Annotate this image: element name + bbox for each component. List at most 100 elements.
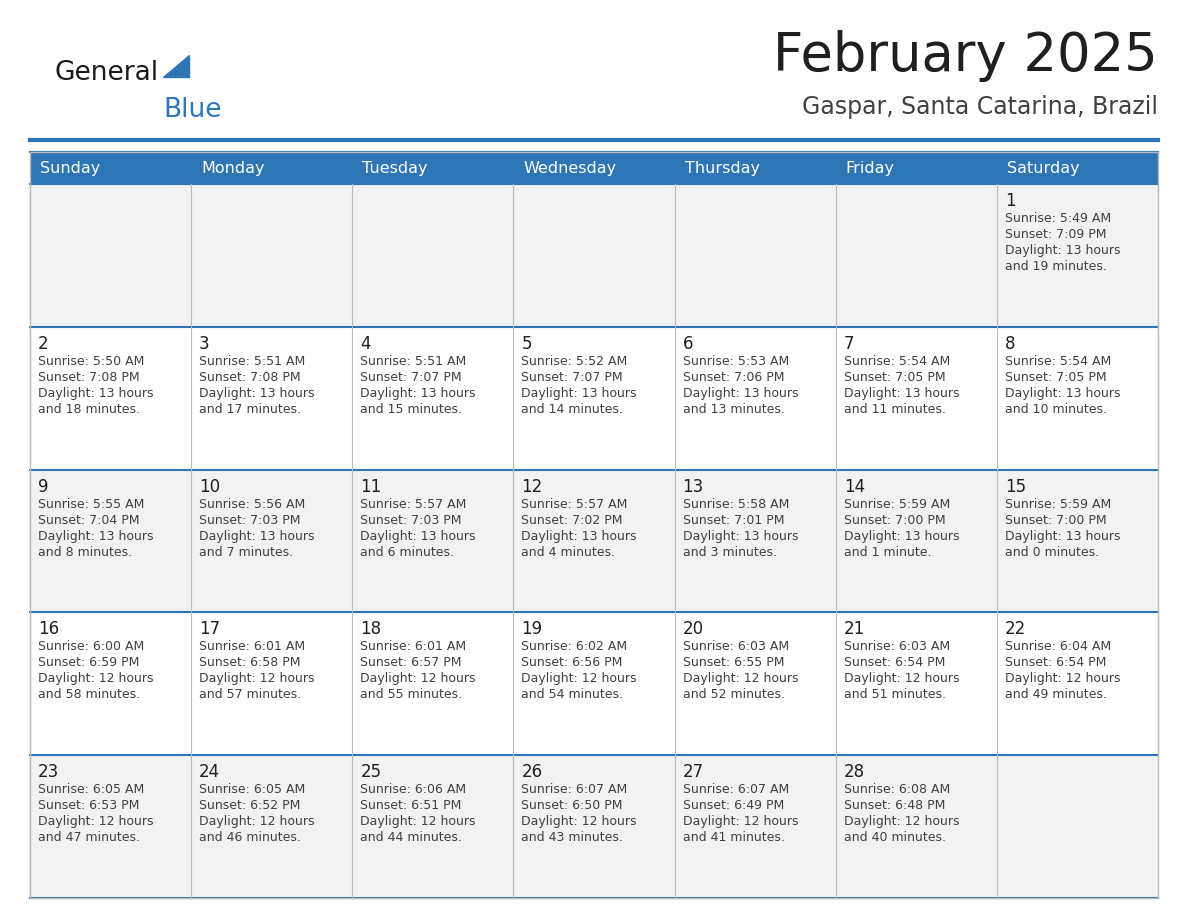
Text: Sunset: 6:54 PM: Sunset: 6:54 PM bbox=[843, 656, 946, 669]
Bar bbox=[835, 756, 997, 898]
Text: Sunrise: 6:06 AM: Sunrise: 6:06 AM bbox=[360, 783, 467, 796]
Text: Sunset: 7:00 PM: Sunset: 7:00 PM bbox=[1005, 513, 1106, 527]
Text: and 11 minutes.: and 11 minutes. bbox=[843, 403, 946, 416]
Text: Sunset: 6:58 PM: Sunset: 6:58 PM bbox=[200, 656, 301, 669]
Text: and 58 minutes.: and 58 minutes. bbox=[38, 688, 140, 701]
Text: Thursday: Thursday bbox=[684, 161, 759, 175]
Bar bbox=[191, 612, 353, 756]
Bar bbox=[191, 184, 353, 327]
Text: and 3 minutes.: and 3 minutes. bbox=[683, 545, 777, 558]
Text: Sunset: 6:56 PM: Sunset: 6:56 PM bbox=[522, 656, 623, 669]
Text: Sunset: 6:57 PM: Sunset: 6:57 PM bbox=[360, 656, 462, 669]
Text: and 41 minutes.: and 41 minutes. bbox=[683, 831, 784, 845]
Text: Sunrise: 5:59 AM: Sunrise: 5:59 AM bbox=[1005, 498, 1111, 510]
Bar bbox=[353, 612, 513, 756]
Text: Sunset: 7:05 PM: Sunset: 7:05 PM bbox=[843, 371, 946, 384]
Bar bbox=[353, 756, 513, 898]
Text: Sunset: 6:52 PM: Sunset: 6:52 PM bbox=[200, 800, 301, 812]
Text: Daylight: 13 hours: Daylight: 13 hours bbox=[200, 386, 315, 400]
Bar bbox=[835, 470, 997, 612]
Text: 3: 3 bbox=[200, 335, 210, 353]
Text: Daylight: 13 hours: Daylight: 13 hours bbox=[38, 386, 153, 400]
Text: and 4 minutes.: and 4 minutes. bbox=[522, 545, 615, 558]
Bar bbox=[997, 327, 1158, 470]
Text: Daylight: 12 hours: Daylight: 12 hours bbox=[522, 672, 637, 686]
Bar bbox=[513, 756, 675, 898]
Bar bbox=[30, 152, 1158, 184]
Bar bbox=[30, 470, 191, 612]
Text: Sunrise: 6:05 AM: Sunrise: 6:05 AM bbox=[38, 783, 144, 796]
Bar bbox=[513, 612, 675, 756]
Text: Sunrise: 5:51 AM: Sunrise: 5:51 AM bbox=[200, 354, 305, 368]
Text: Daylight: 12 hours: Daylight: 12 hours bbox=[38, 672, 153, 686]
Text: Sunset: 6:53 PM: Sunset: 6:53 PM bbox=[38, 800, 139, 812]
Bar bbox=[997, 470, 1158, 612]
Text: 23: 23 bbox=[38, 763, 59, 781]
Bar bbox=[675, 470, 835, 612]
Bar bbox=[997, 756, 1158, 898]
Text: 22: 22 bbox=[1005, 621, 1026, 638]
Text: Daylight: 13 hours: Daylight: 13 hours bbox=[38, 530, 153, 543]
Text: Sunset: 6:48 PM: Sunset: 6:48 PM bbox=[843, 800, 946, 812]
Text: Sunset: 7:07 PM: Sunset: 7:07 PM bbox=[360, 371, 462, 384]
Text: Sunrise: 6:07 AM: Sunrise: 6:07 AM bbox=[683, 783, 789, 796]
Text: Sunset: 7:03 PM: Sunset: 7:03 PM bbox=[360, 513, 462, 527]
Bar bbox=[835, 327, 997, 470]
Text: Sunrise: 5:55 AM: Sunrise: 5:55 AM bbox=[38, 498, 145, 510]
Bar bbox=[513, 327, 675, 470]
Text: Sunset: 7:02 PM: Sunset: 7:02 PM bbox=[522, 513, 623, 527]
Text: Daylight: 12 hours: Daylight: 12 hours bbox=[38, 815, 153, 828]
Text: Sunrise: 5:56 AM: Sunrise: 5:56 AM bbox=[200, 498, 305, 510]
Text: 16: 16 bbox=[38, 621, 59, 638]
Text: 26: 26 bbox=[522, 763, 543, 781]
Text: 13: 13 bbox=[683, 477, 703, 496]
Text: Daylight: 12 hours: Daylight: 12 hours bbox=[843, 672, 959, 686]
Text: Sunrise: 6:00 AM: Sunrise: 6:00 AM bbox=[38, 641, 144, 654]
Text: Friday: Friday bbox=[846, 161, 895, 175]
Text: Sunset: 7:04 PM: Sunset: 7:04 PM bbox=[38, 513, 139, 527]
Text: Daylight: 13 hours: Daylight: 13 hours bbox=[200, 530, 315, 543]
Text: 11: 11 bbox=[360, 477, 381, 496]
Polygon shape bbox=[163, 55, 189, 77]
Bar bbox=[191, 756, 353, 898]
Text: Sunset: 7:06 PM: Sunset: 7:06 PM bbox=[683, 371, 784, 384]
Text: Daylight: 12 hours: Daylight: 12 hours bbox=[200, 815, 315, 828]
Bar bbox=[30, 756, 191, 898]
Text: Sunrise: 5:59 AM: Sunrise: 5:59 AM bbox=[843, 498, 950, 510]
Text: Daylight: 12 hours: Daylight: 12 hours bbox=[360, 672, 475, 686]
Text: Daylight: 12 hours: Daylight: 12 hours bbox=[683, 815, 798, 828]
Text: and 54 minutes.: and 54 minutes. bbox=[522, 688, 624, 701]
Text: 17: 17 bbox=[200, 621, 220, 638]
Text: and 40 minutes.: and 40 minutes. bbox=[843, 831, 946, 845]
Text: and 44 minutes.: and 44 minutes. bbox=[360, 831, 462, 845]
Text: Sunrise: 6:01 AM: Sunrise: 6:01 AM bbox=[200, 641, 305, 654]
Text: and 47 minutes.: and 47 minutes. bbox=[38, 831, 140, 845]
Text: 18: 18 bbox=[360, 621, 381, 638]
Text: Sunset: 6:54 PM: Sunset: 6:54 PM bbox=[1005, 656, 1106, 669]
Text: Daylight: 13 hours: Daylight: 13 hours bbox=[522, 530, 637, 543]
Text: 15: 15 bbox=[1005, 477, 1026, 496]
Bar bbox=[997, 612, 1158, 756]
Text: 7: 7 bbox=[843, 335, 854, 353]
Text: Sunset: 7:09 PM: Sunset: 7:09 PM bbox=[1005, 228, 1106, 241]
Text: February 2025: February 2025 bbox=[773, 30, 1158, 82]
Text: 28: 28 bbox=[843, 763, 865, 781]
Text: 1: 1 bbox=[1005, 192, 1016, 210]
Text: Sunset: 7:01 PM: Sunset: 7:01 PM bbox=[683, 513, 784, 527]
Bar bbox=[997, 184, 1158, 327]
Bar bbox=[675, 327, 835, 470]
Text: 25: 25 bbox=[360, 763, 381, 781]
Text: Sunset: 6:49 PM: Sunset: 6:49 PM bbox=[683, 800, 784, 812]
Text: Sunrise: 5:52 AM: Sunrise: 5:52 AM bbox=[522, 354, 627, 368]
Text: and 17 minutes.: and 17 minutes. bbox=[200, 403, 301, 416]
Bar bbox=[353, 470, 513, 612]
Text: Daylight: 12 hours: Daylight: 12 hours bbox=[200, 672, 315, 686]
Bar bbox=[353, 327, 513, 470]
Bar bbox=[513, 184, 675, 327]
Text: Sunrise: 5:54 AM: Sunrise: 5:54 AM bbox=[1005, 354, 1111, 368]
Text: Sunrise: 6:03 AM: Sunrise: 6:03 AM bbox=[683, 641, 789, 654]
Text: General: General bbox=[55, 60, 159, 86]
Text: Daylight: 12 hours: Daylight: 12 hours bbox=[1005, 672, 1120, 686]
Text: Sunrise: 6:07 AM: Sunrise: 6:07 AM bbox=[522, 783, 627, 796]
Text: 24: 24 bbox=[200, 763, 220, 781]
